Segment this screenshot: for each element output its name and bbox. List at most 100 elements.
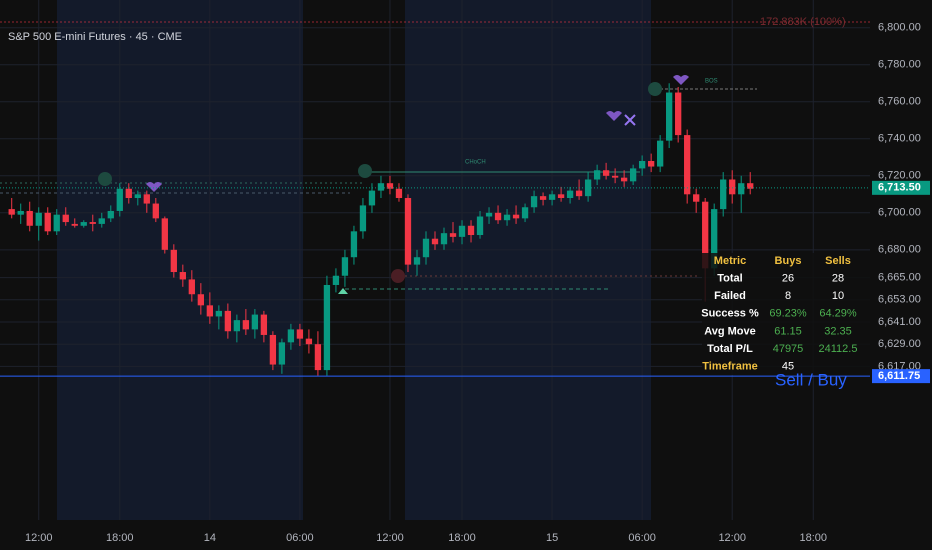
candle-body: [729, 179, 736, 195]
candle-body: [206, 305, 213, 317]
candle-body: [359, 205, 367, 232]
candle-body: [341, 257, 349, 276]
table-cell: 61.15: [774, 325, 802, 337]
x-tick-label: 12:00: [376, 532, 404, 544]
x-tick-label: 18:00: [106, 532, 134, 544]
pivot-marker: [391, 269, 405, 283]
chart-title: S&P 500 E-mini Futures · 45 · CME: [8, 31, 182, 43]
candle-body: [638, 160, 646, 169]
table-cell: 47975: [773, 343, 804, 355]
candle-body: [386, 183, 394, 189]
candle-body: [179, 272, 186, 280]
candle-body: [305, 338, 313, 345]
candle-body: [161, 218, 168, 250]
candle-body: [593, 170, 601, 180]
candle-body: [134, 194, 141, 199]
sell-buy-label: Sell / Buy: [775, 370, 847, 389]
candle-body: [629, 168, 637, 182]
y-tick-label: 6,760.00: [878, 96, 921, 108]
candle-body: [35, 212, 42, 226]
candle-body: [458, 225, 466, 237]
candle-body: [404, 198, 412, 265]
stats-table: Metric Buys Sells Total 26 28 Failed 8 10 Success…: [701, 255, 857, 373]
cross-marker: [624, 114, 636, 126]
candle-body: [720, 179, 727, 210]
price-tag: [872, 180, 930, 195]
candle-body: [566, 190, 574, 199]
candle-body: [215, 310, 223, 317]
table-cell: 28: [832, 273, 844, 285]
candle-body: [494, 212, 502, 221]
candle-body: [350, 231, 358, 258]
candle-body: [116, 188, 123, 211]
session-band: [57, 0, 303, 520]
heart-marker: [146, 182, 162, 192]
candle-body: [711, 209, 718, 269]
table-row-label: Total: [717, 273, 742, 285]
y-tick-label: 6,629.00: [878, 338, 921, 350]
candle-body: [675, 92, 682, 136]
table-cell: 10: [832, 290, 844, 302]
candle-body: [143, 194, 150, 204]
candle-body: [260, 314, 268, 335]
candle-body: [530, 196, 538, 208]
y-tick-label: 6,720.00: [878, 170, 921, 182]
table-cell: 64.29%: [819, 308, 857, 320]
candle-body: [269, 334, 277, 365]
candle-body: [323, 284, 331, 371]
candle-body: [152, 203, 159, 219]
table-row-label: Avg Move: [704, 325, 756, 337]
x-tick-label: 15: [546, 532, 558, 544]
candle-body: [188, 279, 195, 295]
table-row-label: Failed: [714, 290, 746, 302]
candle-body: [611, 175, 619, 178]
candle-body: [242, 320, 250, 330]
candle-body: [107, 210, 114, 219]
candle-body: [512, 214, 520, 219]
x-tick-label: 14: [204, 532, 216, 544]
table-header: Buys: [775, 255, 802, 267]
candle-body: [278, 342, 286, 365]
top-label: 172.883K (100%): [760, 16, 846, 28]
candle-body: [440, 233, 448, 245]
candle-body: [314, 344, 322, 371]
x-tick-label: 12:00: [718, 532, 746, 544]
candle-body: [467, 225, 475, 236]
table-row-label: Total P/L: [707, 343, 753, 355]
candles: [0, 83, 870, 377]
heart-marker: [606, 111, 622, 121]
y-tick-label: 6,680.00: [878, 244, 921, 256]
y-tick-label: 6,800.00: [878, 22, 921, 34]
candle-body: [17, 210, 24, 215]
table-header: Sells: [825, 255, 851, 267]
candle-body: [575, 190, 583, 197]
candle-body: [503, 214, 511, 221]
candle-body: [53, 214, 60, 232]
table-cell: 26: [782, 273, 794, 285]
candle-body: [44, 212, 51, 232]
x-tick-label: 18:00: [799, 532, 827, 544]
pivot-marker: [98, 172, 112, 186]
candle-body: [233, 320, 241, 332]
price-axis: [870, 0, 932, 550]
table-row-label: Success %: [701, 308, 759, 320]
candle-body: [647, 160, 655, 167]
candle-body: [657, 140, 664, 167]
candle-body: [747, 183, 754, 189]
bos-label: BOS: [705, 79, 718, 85]
table-cell: 45: [782, 361, 794, 373]
y-tick-label: 6,700.00: [878, 207, 921, 219]
candle-body: [449, 233, 457, 237]
y-tick-label: 6,641.00: [878, 316, 921, 328]
candle-body: [684, 135, 691, 195]
candle-body: [368, 190, 376, 206]
axes: 6,800.00 6,780.00 6,760.00 6,740.00 6,720.00…: [25, 22, 930, 544]
candle-body: [98, 218, 105, 224]
y-tick-label: 6,780.00: [878, 59, 921, 71]
heart-marker: [673, 75, 689, 85]
candle-body: [287, 329, 295, 343]
x-tick-label: 06:00: [628, 532, 656, 544]
stats-panel: [702, 253, 870, 375]
price-tag-label: 6,611.75: [878, 370, 920, 382]
